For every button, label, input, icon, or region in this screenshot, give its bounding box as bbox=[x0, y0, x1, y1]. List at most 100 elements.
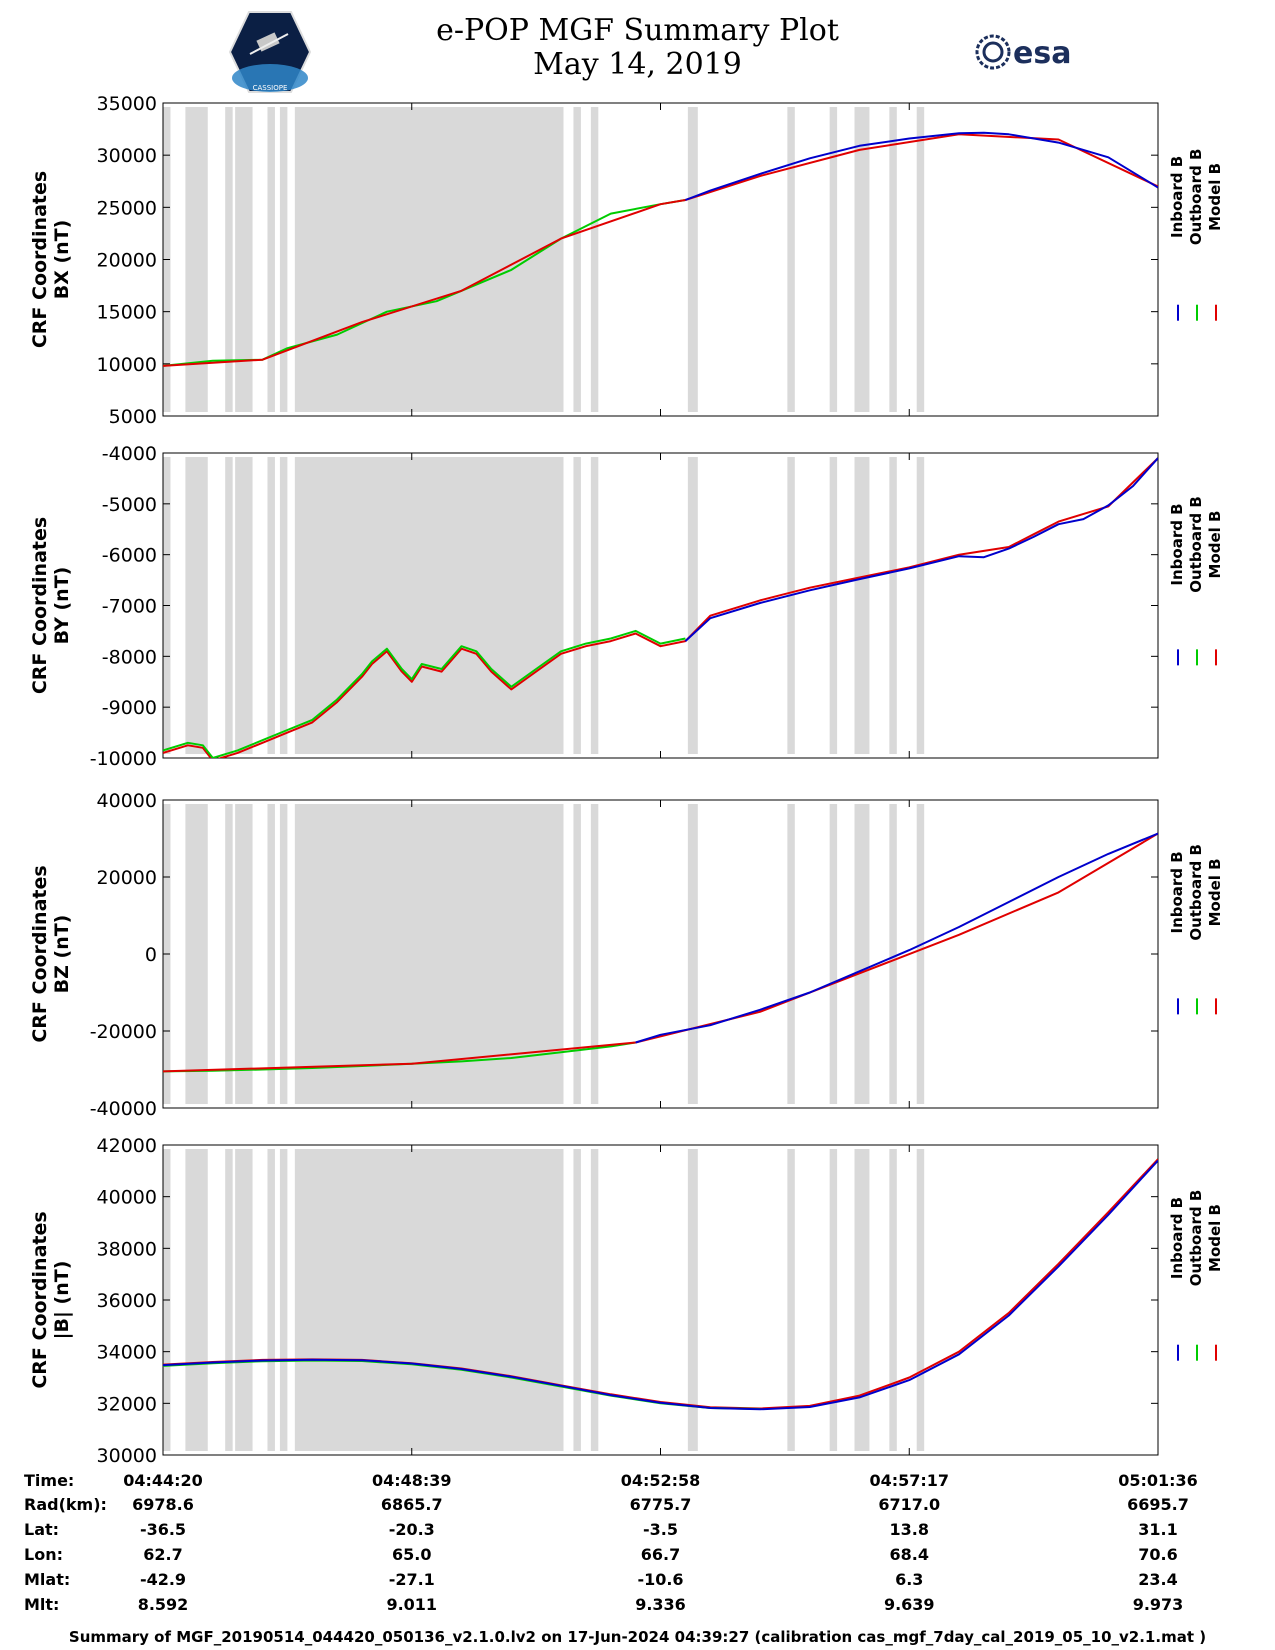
mission-logo: CASSIOPE bbox=[228, 11, 312, 93]
title-line-1: e-POP MGF Summary Plot bbox=[436, 13, 839, 48]
panel-2: -10000 -9000 -8000 -7000 -6000 -5000 -4000 CRF … bbox=[29, 443, 1224, 770]
page-title: e-POP MGF Summary Plot May 14, 2019 bbox=[0, 14, 1275, 82]
shaded-interval bbox=[279, 1149, 288, 1451]
y-tick-label: 5000 bbox=[109, 406, 157, 428]
series-line-inboard bbox=[685, 131, 1158, 201]
shaded-interval bbox=[854, 804, 870, 1104]
ephemeris-value: 6.3 bbox=[895, 1570, 923, 1589]
ephemeris-row-label: Mlt: bbox=[24, 1595, 59, 1614]
shaded-interval bbox=[889, 804, 897, 1104]
y-axis-label-line-2: BX (nT) bbox=[51, 220, 73, 300]
ephemeris-value: 66.7 bbox=[641, 1545, 680, 1564]
shaded-interval bbox=[294, 1149, 564, 1451]
y-tick-label: 40000 bbox=[97, 790, 157, 812]
shaded-interval bbox=[687, 457, 698, 754]
shaded-interval bbox=[235, 1149, 253, 1451]
mission-logo-text: CASSIOPE bbox=[253, 84, 288, 92]
shaded-interval bbox=[590, 107, 599, 412]
ephemeris-value: 31.1 bbox=[1138, 1520, 1177, 1539]
shaded-interval bbox=[225, 457, 233, 754]
shaded-interval bbox=[294, 457, 564, 754]
shaded-interval bbox=[916, 804, 925, 1104]
shaded-interval bbox=[573, 107, 581, 412]
ephemeris-value: 62.7 bbox=[143, 1545, 182, 1564]
shaded-interval bbox=[916, 107, 925, 412]
shaded-interval bbox=[787, 1149, 795, 1451]
ephemeris-value: 04:52:58 bbox=[621, 1471, 701, 1490]
shaded-interval bbox=[687, 1149, 698, 1451]
panel-3: -40000 -20000 0 20000 40000 CRF Coordinates BZ… bbox=[29, 790, 1224, 1120]
y-tick-label: 34000 bbox=[97, 1342, 157, 1364]
ephemeris-value: 6865.7 bbox=[381, 1495, 443, 1514]
shaded-interval bbox=[916, 457, 925, 754]
shaded-interval bbox=[687, 804, 698, 1104]
y-tick-label: -7000 bbox=[102, 596, 157, 618]
ephemeris-value: 6978.6 bbox=[132, 1495, 194, 1514]
shaded-interval bbox=[279, 804, 288, 1104]
shaded-interval bbox=[185, 107, 208, 412]
y-axis-label-line-2: BY (nT) bbox=[51, 567, 73, 645]
esa-logo-text: esa bbox=[1013, 36, 1071, 71]
legend-label: Model B bbox=[1206, 163, 1224, 231]
ephemeris-row-label: Rad(km): bbox=[24, 1495, 107, 1514]
shaded-interval bbox=[573, 457, 581, 754]
shaded-interval bbox=[225, 804, 233, 1104]
shaded-interval bbox=[225, 107, 233, 412]
shaded-interval bbox=[687, 107, 698, 412]
shaded-interval bbox=[573, 1149, 581, 1451]
series-line-inboard bbox=[163, 1159, 1158, 1411]
y-axis-label-line-2: BZ (nT) bbox=[51, 915, 73, 994]
ephemeris-row-label: Lat: bbox=[24, 1520, 59, 1539]
shaded-interval bbox=[279, 457, 288, 754]
ephemeris-value: -42.9 bbox=[140, 1570, 186, 1589]
ephemeris-value: 9.639 bbox=[884, 1595, 935, 1614]
panel-4: 30000 32000 34000 36000 38000 40000 42000 CRF C… bbox=[29, 1135, 1224, 1467]
shaded-interval bbox=[294, 107, 564, 412]
shaded-interval bbox=[590, 457, 599, 754]
ephemeris-value: 65.0 bbox=[392, 1545, 431, 1564]
y-tick-label: 35000 bbox=[97, 93, 157, 115]
shaded-interval bbox=[854, 1149, 870, 1451]
ephemeris-row-label: Lon: bbox=[24, 1545, 63, 1564]
shaded-interval bbox=[889, 1149, 897, 1451]
y-tick-label: 0 bbox=[145, 944, 157, 966]
shaded-interval bbox=[787, 457, 795, 754]
y-tick-label: -9000 bbox=[102, 697, 157, 719]
shaded-interval bbox=[267, 804, 275, 1104]
ephemeris-value: -3.5 bbox=[643, 1520, 678, 1539]
shaded-interval bbox=[829, 804, 838, 1104]
y-tick-label: -4000 bbox=[102, 443, 157, 465]
y-tick-label: 25000 bbox=[97, 197, 157, 219]
y-tick-label: -8000 bbox=[102, 646, 157, 668]
shaded-interval bbox=[235, 804, 253, 1104]
shaded-interval bbox=[185, 1149, 208, 1451]
shaded-interval bbox=[590, 1149, 599, 1451]
series-line-model bbox=[163, 457, 1158, 758]
legend-label: Inboard B bbox=[1168, 1197, 1186, 1279]
ephemeris-value: 04:48:39 bbox=[372, 1471, 452, 1490]
ephemeris-value: 8.592 bbox=[138, 1595, 189, 1614]
shaded-interval bbox=[916, 1149, 925, 1451]
series-line-inboard bbox=[684, 457, 1158, 642]
shaded-interval bbox=[787, 107, 795, 412]
shaded-interval bbox=[854, 457, 870, 754]
shaded-interval bbox=[590, 804, 599, 1104]
shaded-interval bbox=[279, 107, 288, 412]
shaded-interval bbox=[889, 107, 897, 412]
y-tick-label: 20000 bbox=[97, 250, 157, 272]
ephemeris-value: 6695.7 bbox=[1127, 1495, 1189, 1514]
shaded-interval bbox=[267, 457, 275, 754]
ephemeris-table: Time: Rad(km): Lat: Lon: Mlat: Mlt: 04:44:20 69… bbox=[24, 1471, 1198, 1614]
y-tick-label: 15000 bbox=[97, 302, 157, 324]
shaded-interval bbox=[185, 457, 208, 754]
panel-1: 5000 10000 15000 20000 25000 30000 35000 CRF Co… bbox=[29, 93, 1224, 428]
legend-label: Model B bbox=[1206, 858, 1224, 926]
shaded-interval bbox=[225, 1149, 233, 1451]
ephemeris-value: 23.4 bbox=[1138, 1570, 1177, 1589]
ephemeris-value: 13.8 bbox=[890, 1520, 929, 1539]
legend-label: Outboard B bbox=[1187, 149, 1205, 246]
shaded-interval bbox=[267, 107, 275, 412]
legend-label: Inboard B bbox=[1168, 503, 1186, 585]
legend-label: Inboard B bbox=[1168, 156, 1186, 238]
